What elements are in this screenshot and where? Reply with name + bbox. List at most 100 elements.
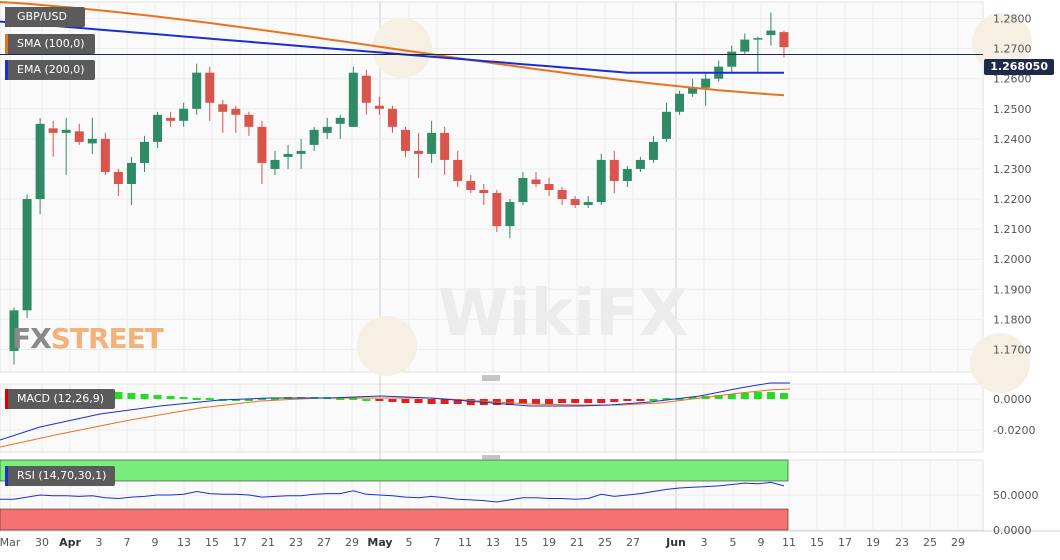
wikifx-logo-watermark — [972, 13, 1032, 73]
macd-histogram-bar — [584, 399, 593, 403]
candle-bearish — [218, 104, 228, 112]
rsi-tick-label: 0.0000 — [993, 524, 1032, 537]
candle-bearish — [609, 159, 619, 181]
wikifx-logo-watermark — [970, 333, 1030, 393]
rsi-legend[interactable]: RSI (14,70,30,1) — [5, 466, 115, 486]
grid-layer — [0, 1, 1060, 532]
candle-bullish — [179, 108, 189, 121]
candle-bearish — [414, 150, 424, 154]
candle-bearish — [231, 108, 241, 115]
macd-tick-label: 0.0000 — [993, 393, 1032, 406]
price-tick-label: 1.1700 — [993, 343, 1032, 356]
x-tick-label: Apr — [59, 536, 81, 549]
x-tick-label: 13 — [486, 536, 500, 549]
x-tick-label: 7 — [124, 536, 131, 549]
sma-line — [0, 1, 785, 97]
candle-bullish — [322, 126, 332, 133]
x-tick-label: 30 — [35, 536, 49, 549]
rsi-oversold-zone — [0, 508, 789, 531]
candle-bullish — [9, 310, 19, 351]
macd-histogram-bar — [662, 398, 671, 400]
macd-histogram-bar — [466, 399, 475, 405]
watermark-layer: WikiFX — [357, 13, 1032, 393]
macd-histogram-bar — [114, 392, 123, 399]
macd-panel-bg — [0, 383, 984, 453]
x-tick-label: 21 — [261, 536, 275, 549]
macd-histogram-bar — [166, 396, 175, 399]
x-tick-label: 9 — [152, 536, 159, 549]
macd-histogram-bar — [610, 399, 619, 402]
macd-line — [0, 382, 790, 441]
sma-legend[interactable]: SMA (100,0) — [5, 34, 95, 54]
macd-histogram-bar — [179, 397, 188, 399]
last-price-tag: 1.268050 — [984, 59, 1054, 75]
candle-bullish — [140, 141, 149, 163]
rsi-tick-label: 50.0000 — [993, 489, 1039, 502]
x-tick-label: 27 — [626, 536, 640, 549]
candle-bullish — [740, 39, 750, 52]
candle-bearish — [492, 193, 502, 227]
macd-histogram-bar — [740, 393, 749, 399]
symbol-text: GBP/USD — [17, 10, 67, 23]
macd-legend-text: MACD (12,26,9) — [17, 392, 105, 405]
rsi-panel — [0, 459, 789, 531]
candle-bullish — [296, 150, 306, 154]
candle-bearish — [244, 114, 254, 127]
x-tick-label: 3 — [701, 536, 708, 549]
price-tick-label: 1.2800 — [993, 13, 1032, 26]
macd-histogram-bar — [362, 399, 371, 401]
candle-bearish — [166, 117, 176, 121]
x-tick-label: 19 — [866, 536, 880, 549]
axis-layer: Mar 30 Apr 3 7 9 13 15 17 21 23 27 29 May 5 7 11 13 15 19 21… — [0, 13, 1039, 549]
candle-bullish — [635, 159, 645, 169]
candle-bullish — [688, 87, 698, 94]
price-tick-label: 1.2400 — [993, 133, 1032, 146]
macd-legend[interactable]: MACD (12,26,9) — [5, 389, 115, 409]
macd-histogram-bar — [688, 397, 697, 399]
rsi-overbought-zone — [0, 459, 789, 482]
candle-bearish — [113, 171, 123, 184]
macd-tick-label: -0.0200 — [993, 424, 1035, 437]
ema-legend-text: EMA (200,0) — [17, 63, 85, 76]
candle-bullish — [727, 51, 737, 67]
macd-histogram-bar — [518, 399, 527, 404]
x-tick-label: 7 — [434, 536, 441, 549]
candle-bearish — [100, 138, 110, 172]
macd-histogram-bar — [140, 394, 149, 399]
candle-bullish — [766, 30, 776, 36]
macd-histogram-bar — [753, 392, 762, 399]
candle-bullish — [518, 177, 528, 203]
candle-bullish — [153, 114, 163, 142]
macd-histogram-bar — [231, 399, 240, 401]
wikifx-watermark: WikiFX — [438, 277, 688, 351]
candle-bearish — [401, 129, 410, 151]
candle-bearish — [570, 199, 580, 206]
price-tick-label: 1.1900 — [993, 283, 1032, 296]
price-tick-label: 1.2600 — [993, 73, 1032, 86]
macd-histogram-bar — [427, 399, 436, 404]
macd-histogram-bar — [505, 399, 514, 405]
macd-histogram-bar — [597, 399, 606, 403]
candle-bullish — [648, 141, 658, 160]
wikifx-logo-watermark — [357, 316, 417, 376]
candle-bullish — [126, 162, 136, 184]
candle-bullish — [583, 202, 593, 206]
x-tick-label: 23 — [289, 536, 303, 549]
candle-bearish — [479, 190, 489, 194]
x-tick-label: 17 — [838, 536, 852, 549]
candle-bearish — [557, 190, 567, 200]
price-tick-label: 1.1800 — [993, 313, 1032, 326]
candle-bearish — [74, 131, 84, 142]
candle-bearish — [440, 132, 450, 160]
macd-histogram-bar — [153, 395, 162, 399]
macd-histogram-bar — [558, 399, 567, 403]
candle-bullish — [35, 123, 45, 200]
x-tick-label: 3 — [96, 536, 103, 549]
x-tick-label: 9 — [758, 536, 765, 549]
ema-line — [0, 20, 784, 74]
ema-legend[interactable]: EMA (200,0) — [5, 60, 95, 80]
candle-bullish — [662, 111, 671, 139]
x-tick-label: 17 — [233, 536, 247, 549]
x-tick-label: 21 — [570, 536, 584, 549]
candle-bullish — [309, 129, 319, 145]
